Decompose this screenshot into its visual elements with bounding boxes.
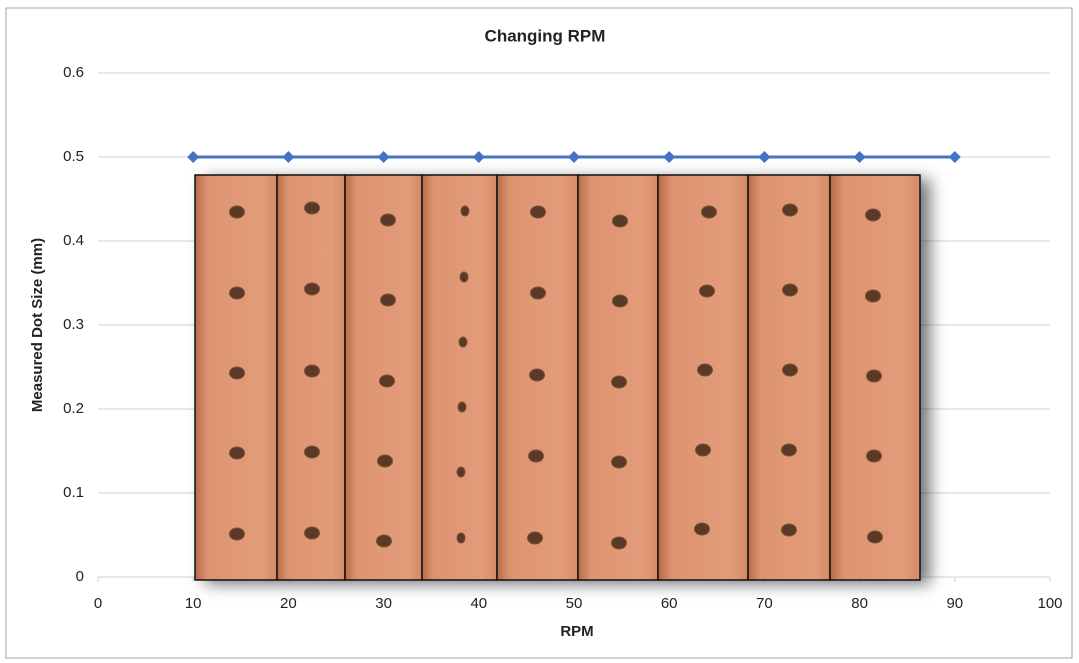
dot-sample (304, 445, 320, 459)
dot-sample (304, 201, 320, 215)
y-tick-label: 0.6 (63, 64, 84, 81)
x-tick-label: 30 (375, 595, 392, 612)
copper-strip (421, 174, 498, 581)
dot-sample (611, 455, 627, 469)
y-tick-label: 0 (76, 568, 84, 585)
x-tick-label: 90 (946, 595, 963, 612)
x-tick-label: 100 (1037, 595, 1062, 612)
dot-sample (304, 364, 320, 378)
dot-sample (866, 449, 882, 463)
dot-sample (229, 527, 245, 541)
chart-title: Changing RPM (485, 26, 606, 45)
sample-photo (194, 174, 921, 581)
dot-sample (304, 526, 320, 540)
dot-sample (529, 368, 545, 382)
series-marker (187, 151, 200, 163)
dot-sample (866, 369, 882, 383)
series-marker (472, 151, 485, 163)
dot-sample (865, 208, 881, 222)
dot-sample (376, 534, 392, 548)
dot-sample (459, 271, 469, 283)
series-marker (568, 151, 580, 163)
dot-sample (701, 205, 717, 219)
dot-sample (694, 522, 710, 536)
x-tick-label: 70 (756, 595, 773, 612)
dot-sample (530, 286, 546, 300)
x-tick-label: 0 (94, 595, 102, 612)
dot-sample (695, 443, 711, 457)
dot-sample (527, 531, 543, 545)
y-axis-title: Measured Dot Size (mm) (29, 238, 46, 412)
dot-sample (457, 401, 467, 413)
dot-sample (456, 532, 466, 544)
dot-sample (460, 205, 470, 217)
dot-sample (377, 454, 393, 468)
series-marker (663, 151, 676, 163)
dot-sample (379, 374, 395, 388)
dot-sample (380, 213, 396, 227)
series-marker (853, 151, 866, 163)
dot-sample (611, 375, 627, 389)
dot-sample (781, 443, 797, 457)
copper-strip (276, 174, 346, 581)
y-tick-label: 0.2 (63, 400, 84, 417)
dot-sample (782, 203, 798, 217)
y-tick-label: 0.1 (63, 484, 84, 501)
dot-sample (229, 205, 245, 219)
series-marker (377, 151, 390, 163)
y-tick-label: 0.5 (63, 148, 84, 165)
x-tick-label: 20 (280, 595, 297, 612)
dot-sample (380, 293, 396, 307)
copper-strip (747, 174, 831, 581)
series-marker (758, 151, 771, 163)
dot-sample (781, 523, 797, 537)
x-axis-title: RPM (560, 623, 593, 640)
dot-sample (229, 446, 245, 460)
x-tick-label: 80 (851, 595, 868, 612)
copper-strip (657, 174, 749, 581)
dot-sample (612, 294, 628, 308)
dot-sample (612, 214, 628, 228)
dot-sample (782, 363, 798, 377)
dot-sample (229, 366, 245, 380)
dot-sample (782, 283, 798, 297)
x-tick-label: 40 (470, 595, 487, 612)
y-tick-label: 0.4 (63, 232, 84, 249)
y-tick-label: 0.3 (63, 316, 84, 333)
dot-sample (865, 289, 881, 303)
x-tick-label: 60 (661, 595, 678, 612)
dot-sample (697, 363, 713, 377)
series-marker (282, 151, 295, 163)
dot-sample (611, 536, 627, 550)
dot-sample (528, 449, 544, 463)
dot-sample (304, 282, 320, 296)
series-marker (948, 151, 961, 163)
plot (187, 151, 961, 163)
dot-sample (530, 205, 546, 219)
dot-sample (456, 466, 466, 478)
dot-sample (699, 284, 715, 298)
dot-sample (458, 336, 468, 348)
dot-sample (867, 530, 883, 544)
dot-sample (229, 286, 245, 300)
x-tick-label: 10 (185, 595, 202, 612)
x-tick-label: 50 (566, 595, 583, 612)
